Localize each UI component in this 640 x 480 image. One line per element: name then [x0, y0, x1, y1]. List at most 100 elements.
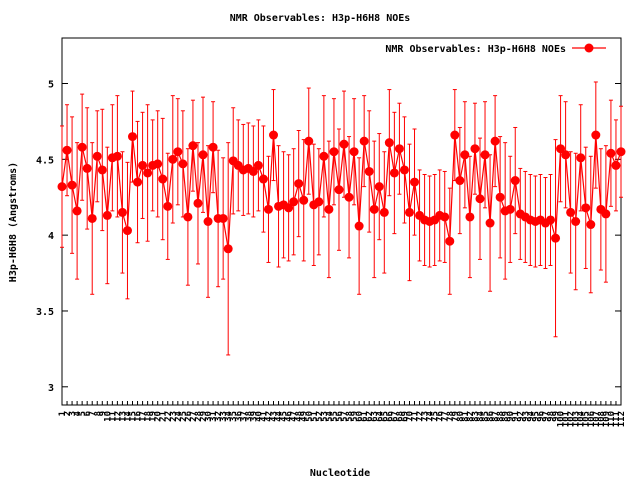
x-tick-label: 32 [214, 411, 224, 422]
point [193, 198, 203, 208]
point [566, 207, 576, 217]
point [581, 203, 591, 213]
x-tick-label: 99 [552, 411, 562, 422]
point [374, 182, 384, 192]
x-tick-label: 52 [315, 411, 325, 422]
point [379, 207, 389, 217]
point [153, 159, 163, 169]
point [299, 195, 309, 205]
x-tick-label: 10 [103, 411, 113, 422]
x-tick-label: 51 [310, 411, 320, 422]
x-tick-label: 103 [572, 411, 582, 427]
point [561, 150, 571, 160]
point [72, 206, 82, 216]
point [410, 177, 420, 187]
point [269, 130, 279, 140]
x-tick-label: 97 [541, 411, 551, 422]
point [389, 168, 399, 178]
x-tick-label: 93 [521, 411, 531, 422]
x-tick-label: 43 [270, 411, 280, 422]
point [304, 136, 314, 146]
x-tick-label: 61 [360, 411, 370, 422]
x-tick-label: 101 [562, 411, 572, 427]
x-tick-label: 83 [471, 411, 481, 422]
x-tick-label: 31 [209, 411, 219, 422]
x-tick-label: 6 [83, 411, 93, 416]
point [359, 136, 369, 146]
x-tick-label: 78 [446, 411, 456, 422]
x-tick-label: 29 [199, 411, 209, 422]
x-tick-label: 13 [118, 411, 128, 422]
point [203, 217, 213, 226]
point [329, 147, 339, 157]
x-tick-label: 50 [305, 411, 315, 422]
point [284, 203, 294, 213]
point [475, 194, 485, 204]
y-tick-label: 3.5 [36, 307, 54, 318]
x-tick-label: 18 [144, 411, 154, 422]
x-tick-label: 65 [380, 411, 390, 422]
point [404, 207, 414, 217]
point [344, 192, 354, 202]
x-tick-label: 91 [511, 411, 521, 422]
point [591, 130, 601, 140]
x-tick-label: 64 [375, 410, 385, 421]
point [354, 221, 364, 231]
x-tick-label: 108 [597, 411, 607, 427]
point [339, 139, 349, 149]
x-tick-label: 37 [239, 411, 249, 422]
point [490, 136, 500, 146]
x-tick-label: 40 [254, 411, 264, 422]
point [112, 151, 122, 161]
point [122, 226, 132, 236]
point [606, 148, 616, 158]
x-tick-label: 33 [219, 411, 229, 422]
point [173, 147, 183, 157]
point [324, 204, 334, 214]
x-tick-label: 35 [229, 411, 239, 422]
point [143, 168, 153, 178]
x-axis-label: Nucleotide [310, 467, 370, 479]
x-tick-label: 67 [390, 411, 400, 422]
x-tick-label: 55 [330, 411, 340, 422]
point [450, 130, 460, 140]
x-tick-label: 19 [149, 411, 159, 422]
x-tick-label: 104 [577, 410, 587, 427]
x-tick-label: 3 [68, 411, 78, 416]
y-axis-label: H3p-H6H8 (Angstroms) [8, 162, 19, 282]
point [183, 212, 193, 222]
x-tick-label: 71 [411, 411, 421, 422]
point [334, 185, 344, 195]
x-tick-label: 69 [400, 411, 410, 422]
point [611, 160, 621, 170]
point [87, 213, 97, 223]
x-tick-label: 105 [582, 411, 592, 427]
x-tick-label: 47 [290, 411, 300, 422]
x-tick-label: 54 [325, 410, 335, 421]
x-tick-label: 110 [607, 411, 617, 427]
point [62, 145, 72, 155]
point [576, 153, 586, 163]
point [440, 212, 450, 222]
y-tick-label: 4.5 [36, 155, 54, 166]
point [551, 233, 561, 243]
point [223, 244, 233, 254]
x-tick-label: 96 [536, 411, 546, 422]
x-tick-label: 39 [249, 411, 259, 422]
x-tick-label: 59 [350, 411, 360, 422]
point [208, 142, 218, 152]
point [545, 215, 555, 225]
x-tick-label: 38 [244, 411, 254, 422]
x-tick-label: 94 [526, 410, 536, 421]
x-tick-label: 24 [174, 410, 184, 421]
x-tick-label: 48 [295, 411, 305, 422]
x-tick-label: 109 [602, 411, 612, 427]
x-tick-label: 82 [466, 411, 476, 422]
x-tick-label: 76 [436, 411, 446, 422]
point [188, 141, 198, 151]
x-tick-label: 100 [557, 411, 567, 427]
point [455, 176, 465, 186]
x-tick-label: 26 [184, 411, 194, 422]
y-tick-label: 4 [48, 231, 54, 242]
